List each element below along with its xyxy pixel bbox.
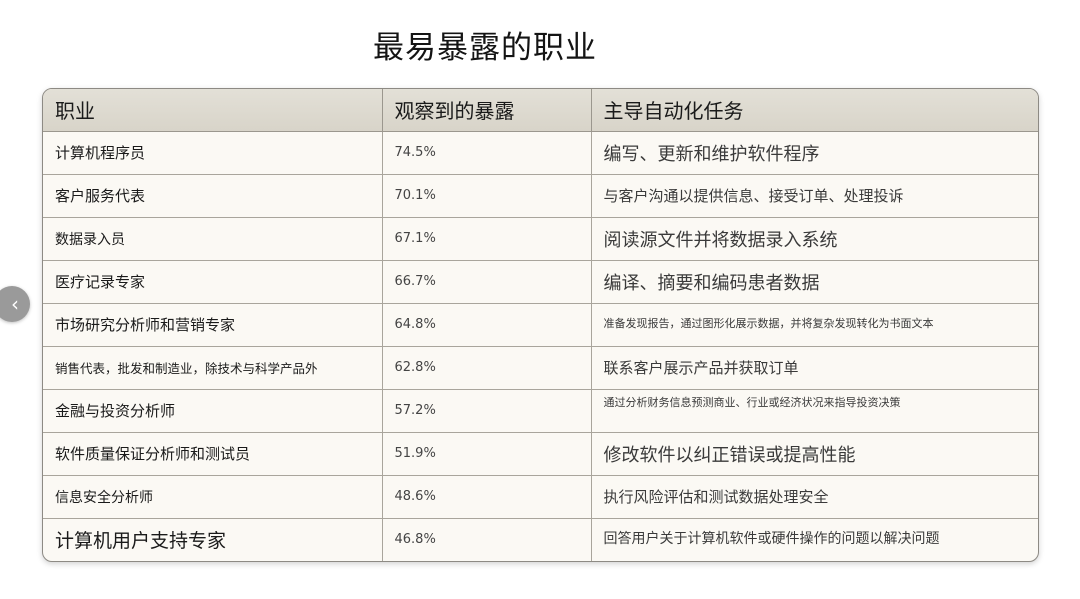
table-row: 数据录入员 67.1% 阅读源文件并将数据录入系统 [43, 217, 1038, 261]
header-occupation: 职业 [43, 89, 383, 132]
table-row: 客户服务代表 70.1% 与客户沟通以提供信息、接受订单、处理投诉 [43, 174, 1038, 218]
task-cell: 执行风险评估和测试数据处理安全 [591, 475, 1038, 519]
task-cell: 准备发现报告，通过图形化展示数据，并将复杂发现转化为书面文本 [591, 303, 1038, 347]
header-exposure: 观察到的暴露 [382, 89, 592, 132]
table-row: 市场研究分析师和营销专家 64.8% 准备发现报告，通过图形化展示数据，并将复杂… [43, 303, 1038, 347]
table-row: 计算机程序员 74.5% 编写、更新和维护软件程序 [43, 131, 1038, 175]
table-row: 销售代表，批发和制造业，除技术与科学产品外 62.8% 联系客户展示产品并获取订… [43, 346, 1038, 390]
page-title: 最易暴露的职业 [373, 30, 597, 66]
task-cell: 阅读源文件并将数据录入系统 [591, 217, 1038, 261]
table-row: 信息安全分析师 48.6% 执行风险评估和测试数据处理安全 [43, 475, 1038, 519]
occupation-table: 职业 观察到的暴露 主导自动化任务 计算机程序员 74.5% 编写、更新和维护软… [42, 88, 1039, 562]
exposure-cell: 74.5% [382, 131, 592, 175]
occupation-cell: 计算机程序员 [43, 131, 383, 175]
header-task: 主导自动化任务 [591, 89, 1038, 132]
occupation-cell: 计算机用户支持专家 [43, 518, 383, 561]
occupation-cell: 销售代表，批发和制造业，除技术与科学产品外 [43, 346, 383, 390]
exposure-cell: 67.1% [382, 217, 592, 261]
exposure-cell: 64.8% [382, 303, 592, 347]
previous-slide-button[interactable]: ‹ [0, 286, 30, 322]
occupation-cell: 信息安全分析师 [43, 475, 383, 519]
task-cell: 编写、更新和维护软件程序 [591, 131, 1038, 175]
exposure-cell: 70.1% [382, 174, 592, 218]
table-header-row: 职业 观察到的暴露 主导自动化任务 [43, 89, 1038, 132]
exposure-cell: 46.8% [382, 518, 592, 561]
occupation-cell: 数据录入员 [43, 217, 383, 261]
occupation-cell: 软件质量保证分析师和测试员 [43, 432, 383, 476]
exposure-cell: 62.8% [382, 346, 592, 390]
task-cell: 联系客户展示产品并获取订单 [591, 346, 1038, 390]
table-row: 医疗记录专家 66.7% 编译、摘要和编码患者数据 [43, 260, 1038, 304]
exposure-cell: 66.7% [382, 260, 592, 304]
table-row: 软件质量保证分析师和测试员 51.9% 修改软件以纠正错误或提高性能 [43, 432, 1038, 476]
occupation-cell: 金融与投资分析师 [43, 389, 383, 433]
task-cell: 回答用户关于计算机软件或硬件操作的问题以解决问题 [603, 531, 940, 547]
exposure-cell: 57.2% [382, 389, 592, 433]
task-cell: 编译、摘要和编码患者数据 [591, 260, 1038, 304]
table-row: 计算机用户支持专家 46.8% 回答用户关于计算机软件或硬件操作的问题以解决问题 [43, 518, 1038, 561]
task-cell: 通过分析财务信息预测商业、行业或经济状况来指导投资决策 [591, 389, 1038, 433]
occupation-cell: 市场研究分析师和营销专家 [43, 303, 383, 347]
table-row: 金融与投资分析师 57.2% 通过分析财务信息预测商业、行业或经济状况来指导投资… [43, 389, 1038, 433]
task-cell: 与客户沟通以提供信息、接受订单、处理投诉 [591, 174, 1038, 218]
chevron-left-icon: ‹ [11, 292, 19, 316]
occupation-cell: 医疗记录专家 [43, 260, 383, 304]
task-cell: 修改软件以纠正错误或提高性能 [591, 432, 1038, 476]
exposure-cell: 51.9% [382, 432, 592, 476]
exposure-cell: 48.6% [382, 475, 592, 519]
occupation-cell: 客户服务代表 [43, 174, 383, 218]
